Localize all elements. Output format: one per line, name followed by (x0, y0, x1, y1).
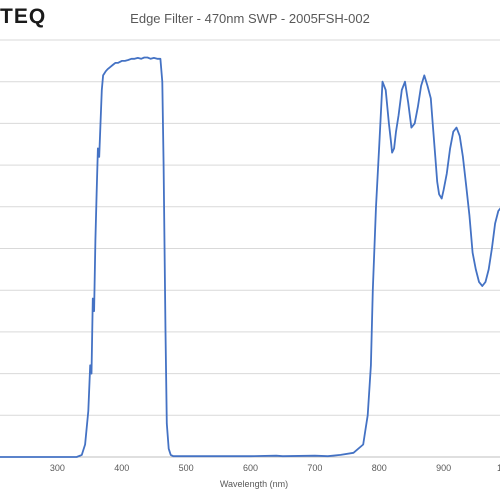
transmission-series-line (0, 56, 500, 458)
x-tick-label-600: 600 (243, 463, 258, 473)
chart-series-layer (0, 56, 500, 458)
x-tick-label-300: 300 (50, 463, 65, 473)
company-logo: TEQ (0, 5, 47, 28)
x-tick-label-500: 500 (179, 463, 194, 473)
x-axis-label: Wavelength (nm) (220, 479, 288, 489)
x-tick-label-800: 800 (372, 463, 387, 473)
x-tick-label-1000: 1 (497, 463, 500, 473)
chart-gridlines (0, 39, 500, 458)
x-tick-label-900: 900 (436, 463, 451, 473)
x-tick-label-700: 700 (307, 463, 322, 473)
x-tick-label-400: 400 (114, 463, 129, 473)
chart-title: Edge Filter - 470nm SWP - 2005FSH-002 (130, 11, 370, 26)
x-tick-labels: 300 400 500 600 700 800 900 1 (50, 463, 500, 473)
